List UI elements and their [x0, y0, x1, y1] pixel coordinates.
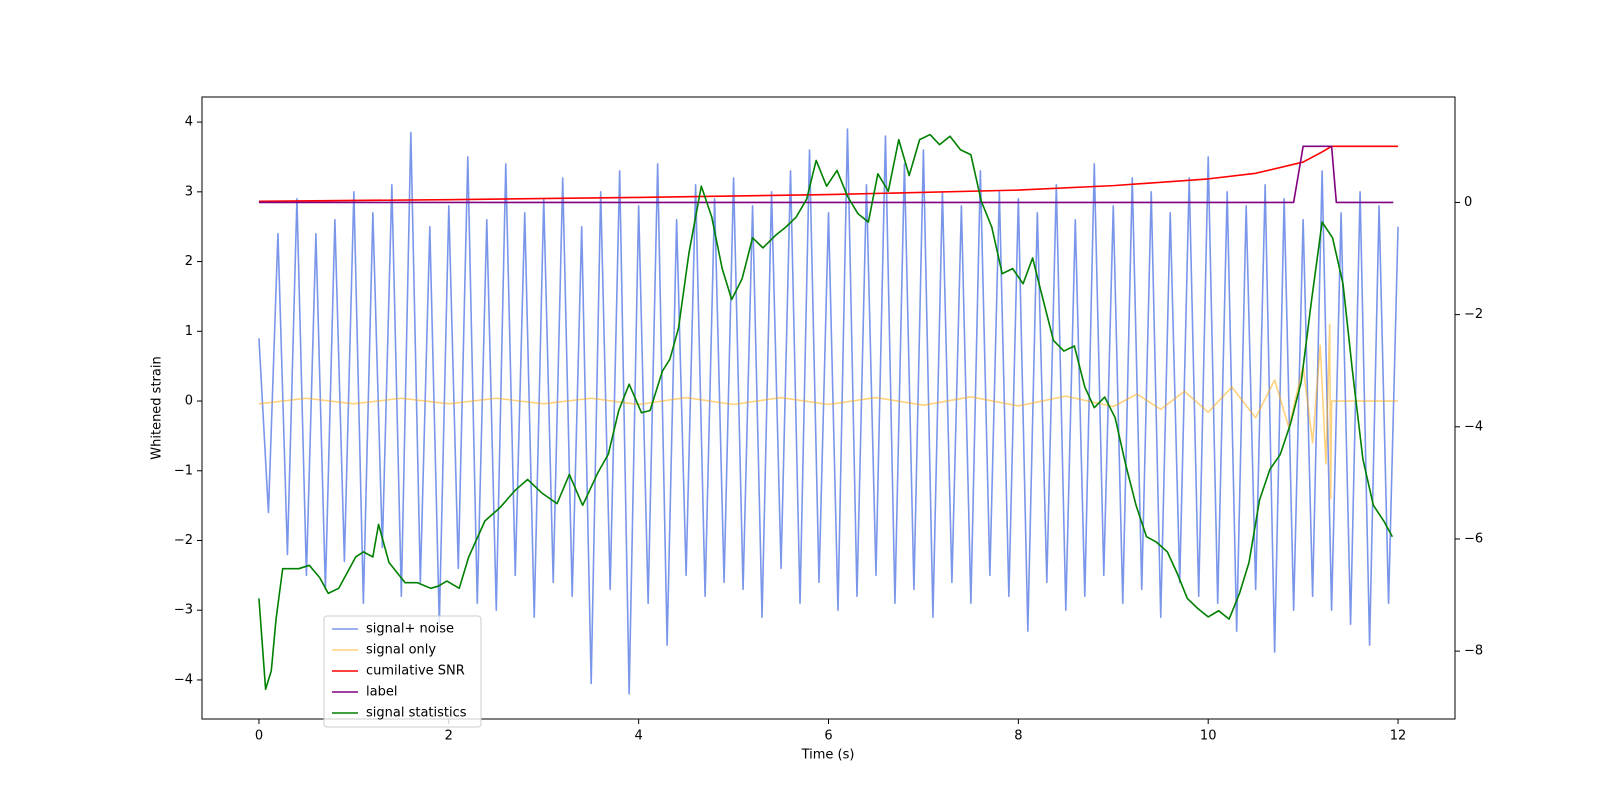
plot-area	[258, 128, 1399, 695]
legend-label: cumilative SNR	[366, 664, 465, 679]
x-axis-label: Time (s)	[801, 748, 855, 763]
x-tick-label: 0	[255, 729, 263, 744]
x-tick-label: 4	[635, 729, 643, 744]
series-line	[258, 128, 1399, 695]
x-tick-label: 2	[445, 729, 453, 744]
y-tick-label: 2	[185, 254, 193, 269]
series-line	[258, 133, 1394, 691]
y2-tick-label: 0	[1464, 195, 1472, 210]
x-tick-label: 6	[824, 729, 832, 744]
x-tick-label: 10	[1200, 729, 1217, 744]
legend-label: signal+ noise	[366, 622, 454, 637]
legend-label: label	[366, 685, 397, 700]
y-tick-label: −1	[174, 463, 193, 478]
y2-tick-label: −4	[1464, 419, 1483, 434]
series-line	[258, 323, 1399, 500]
y-tick-label: −4	[174, 672, 193, 687]
y2-tick-label: −8	[1464, 644, 1483, 659]
y-tick-label: 4	[185, 115, 193, 130]
legend: signal+ noise signal only cumilative SNR la…	[323, 615, 482, 728]
y-tick-label: −2	[174, 533, 193, 548]
y-tick-label: 1	[185, 324, 193, 339]
series-line	[258, 145, 1399, 203]
y-tick-label: 3	[185, 184, 193, 199]
y2-tick-label: −6	[1464, 531, 1483, 546]
series-line	[258, 145, 1394, 204]
y2-tick-label: −2	[1464, 307, 1483, 322]
y-tick-label: 0	[185, 394, 193, 409]
legend-label: signal only	[366, 643, 436, 658]
y-axis-label: Whitened strain	[150, 356, 165, 459]
y-tick-label: −3	[174, 603, 193, 618]
x-tick-label: 12	[1390, 729, 1407, 744]
x-tick-label: 8	[1014, 729, 1022, 744]
legend-label: signal statistics	[366, 706, 467, 721]
legend-box	[323, 615, 482, 728]
